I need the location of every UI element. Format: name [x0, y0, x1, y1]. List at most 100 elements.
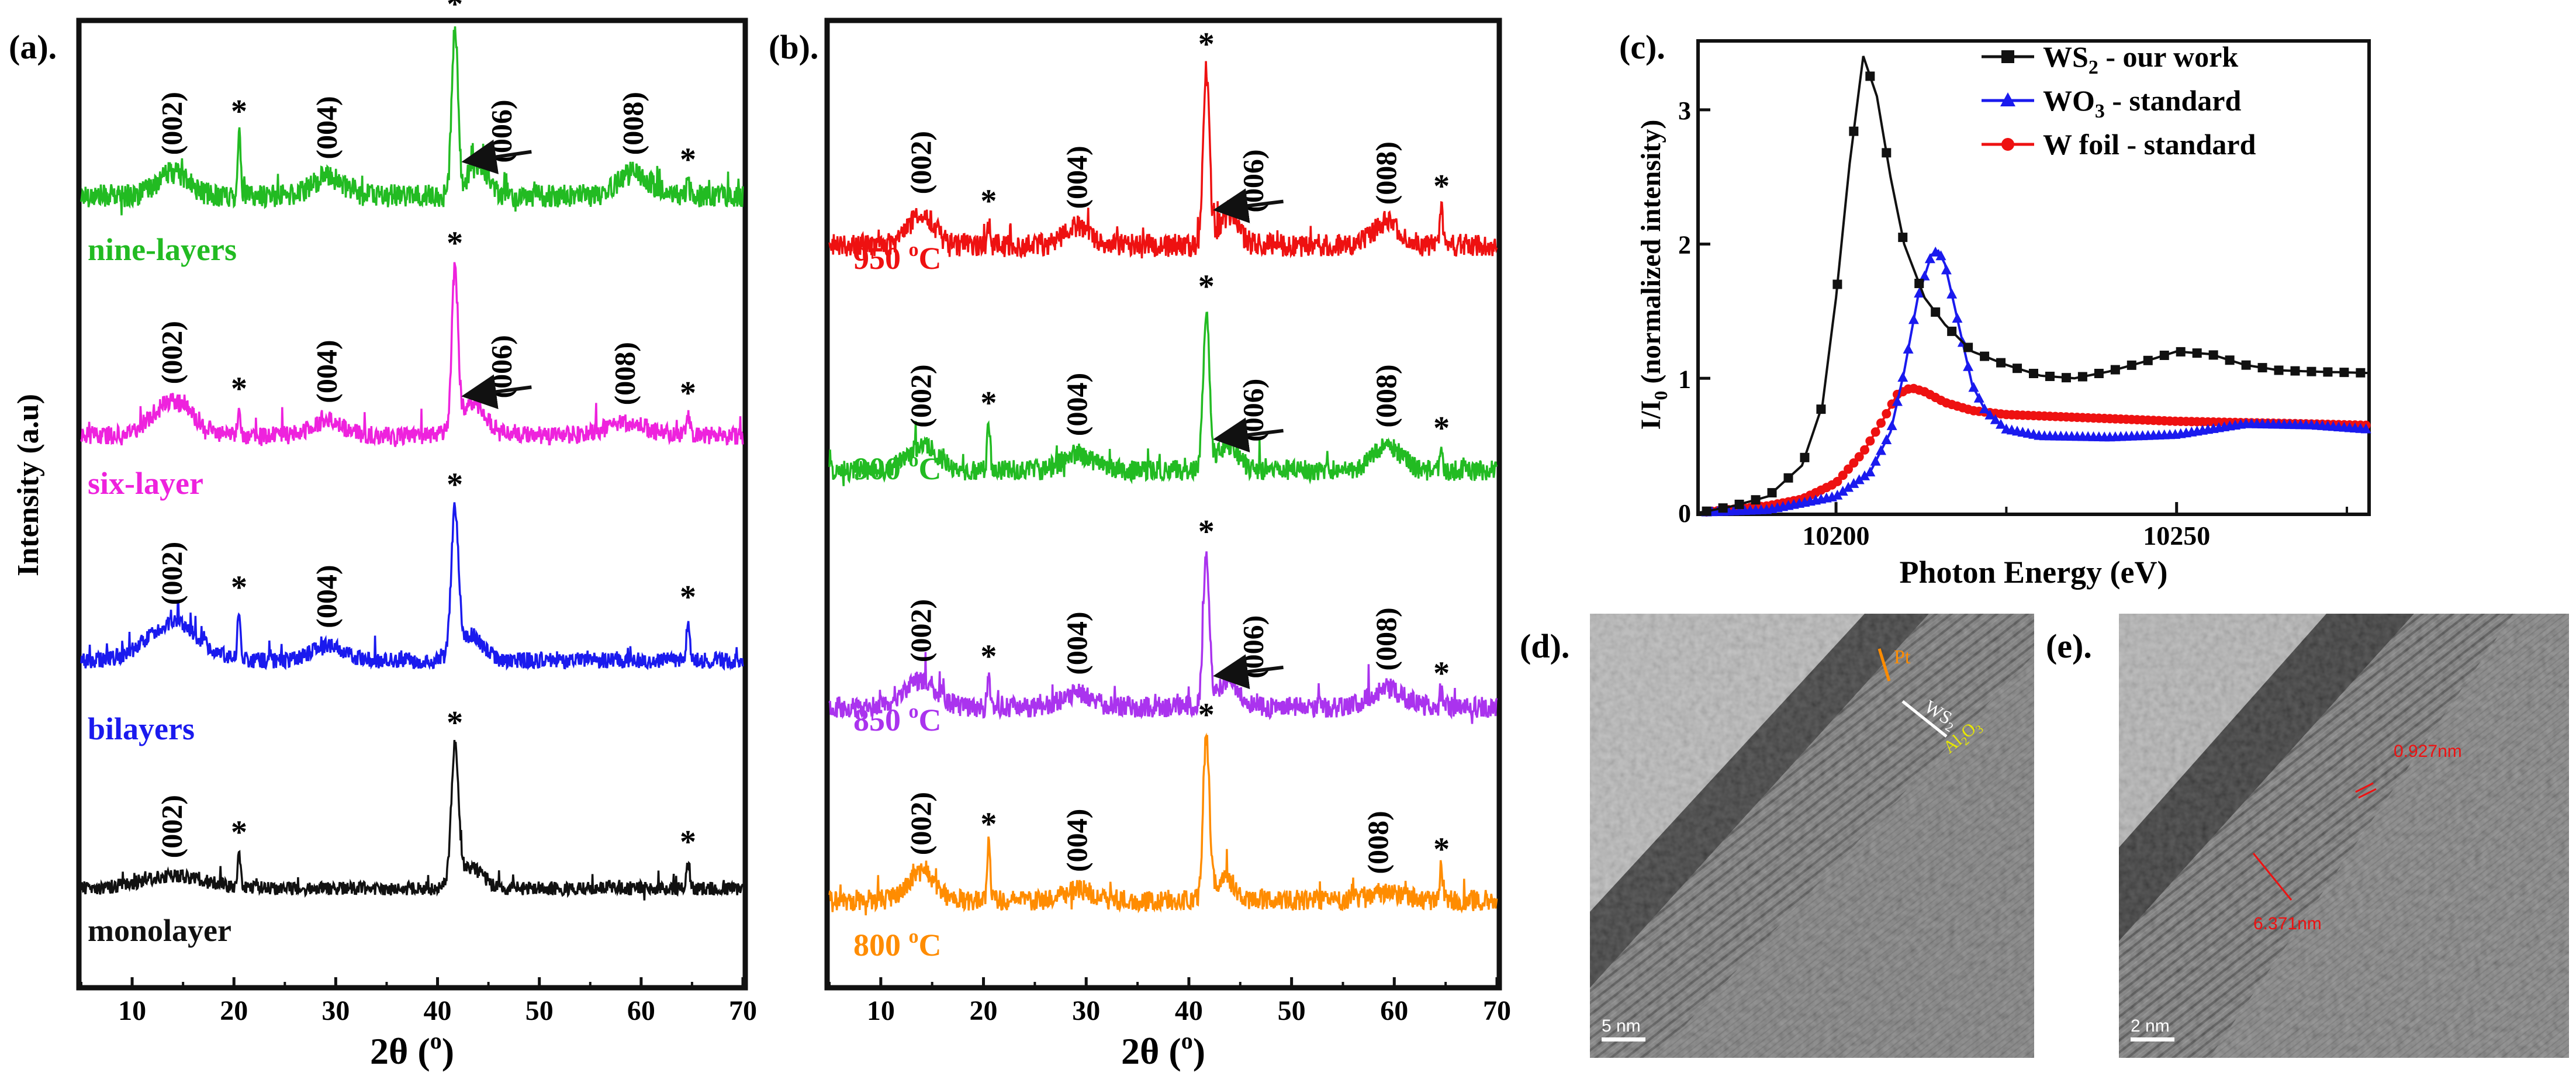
peak-label-b2-5: (008): [1370, 607, 1402, 670]
peak-arrow-a1: [461, 374, 532, 410]
peak-label-a1-5: (008): [608, 342, 641, 405]
xanes-point-1: [1848, 478, 1859, 488]
xanes-point-1: [1881, 434, 1892, 444]
peak-label-a1-0: (002): [155, 321, 188, 384]
xanes-point-0: [1783, 473, 1793, 483]
xanes-point-0: [2127, 360, 2136, 370]
pt-label: Pt: [1894, 646, 1911, 668]
x-axis-b: 10 20 30 40 50 60 70 2θ (o): [828, 977, 1511, 1072]
peak-label-a0-5: (008): [617, 92, 649, 155]
legend-marker-2: [2001, 138, 2014, 151]
xanes-point-2: [1870, 427, 1880, 437]
xanes-point-0: [2176, 347, 2186, 357]
peak-star-b1-1: *: [980, 385, 997, 421]
peak-star-a3-3: *: [680, 824, 696, 860]
xanes-point-0: [1751, 495, 1761, 505]
xanes-point-0: [2061, 373, 2071, 383]
xanes-point-0: [2143, 355, 2153, 365]
peak-star-a2-1: *: [231, 569, 247, 605]
xanes-point-0: [1931, 307, 1941, 317]
d-spacing-label-1: 0.927nm: [2394, 742, 2462, 761]
xanes-point-0: [2274, 365, 2284, 375]
legend-label-1: WO3 - standard: [2043, 84, 2241, 122]
xanes-point-0: [2339, 368, 2349, 378]
plot-c: 0 1 2 3 10200 10250 Photon Energy (eV) I/I0 (no…: [1635, 40, 2371, 590]
xanes-point-1: [1865, 466, 1876, 477]
xanes-point-0: [2356, 368, 2366, 378]
series-label-b0: 950 oC: [853, 239, 942, 276]
xtick-label-a0: 10: [118, 995, 146, 1026]
xanes-point-0: [1734, 499, 1744, 509]
xanes-point-1: [1914, 288, 1925, 298]
panel-label-c: (c).: [1619, 28, 1665, 66]
peak-star-b1-3: *: [1198, 269, 1215, 305]
ws2-arrow: [1901, 700, 1948, 738]
legend-label-2: W foil - standard: [2043, 128, 2256, 161]
xanes-point-0: [2208, 350, 2218, 360]
tem-image-e: 0.927nm 6.371nm 2 nm: [2119, 614, 2569, 1058]
xtick-label-b5: 60: [1380, 995, 1408, 1026]
xanes-point-1: [1984, 409, 1996, 420]
peak-label-b1-5: (008): [1370, 364, 1402, 427]
peak-label-b2-0: (002): [904, 599, 937, 662]
xanes-point-0: [1914, 278, 1924, 288]
peak-star-a1-6: *: [680, 375, 696, 411]
xanes-point-1: [1919, 270, 1930, 281]
xanes-point-0: [1898, 233, 1908, 243]
peak-label-b1-2: (004): [1060, 373, 1093, 436]
pt-arrow: [1877, 648, 1891, 681]
peak-star-b2-3: *: [1198, 514, 1215, 550]
ytick-label-c2: 2: [1678, 231, 1691, 259]
xanes-point-1: [1832, 489, 1843, 500]
xanes-point-1: [1963, 361, 1974, 371]
xtick-label-c1: 10250: [2143, 521, 2210, 551]
panel-label-a: (a).: [9, 28, 57, 66]
x-axis-a: 10 20 30 40 50 60 70 2θ (o) Intensity (a.u): [12, 394, 757, 1072]
xanes-point-1: [1837, 486, 1848, 496]
xanes-point-1: [1968, 382, 1979, 392]
xanes-point-1: [1924, 253, 1935, 264]
peak-label-a2-0: (002): [155, 542, 188, 605]
peak-star-b0-6: *: [1433, 168, 1450, 205]
peak-star-a2-3: *: [447, 466, 463, 503]
peak-star-a0-3: *: [447, 0, 463, 22]
series-line-b-3: [828, 732, 1498, 916]
xanes-point-0: [1865, 71, 1875, 81]
peak-star-a2-4: *: [680, 579, 696, 615]
xanes-point-1: [1908, 314, 1919, 324]
ytick-label-c1: 1: [1678, 365, 1691, 393]
series-line-a-1: [80, 262, 744, 447]
xanes-point-0: [1849, 126, 1859, 136]
peak-star-b3-3: *: [1198, 697, 1215, 733]
peak-star-b2-6: *: [1433, 655, 1450, 691]
xanes-point-0: [2225, 355, 2235, 365]
x-axis-title-c: Photon Energy (eV): [1900, 555, 2168, 590]
legend-marker-1: [2000, 92, 2015, 106]
series-line-a-3: [80, 740, 744, 901]
peak-label-b3-2: (004): [1060, 809, 1093, 872]
peak-label-b0-5: (008): [1370, 141, 1402, 205]
xanes-line-1: [1699, 249, 2368, 514]
peak-label-a0-0: (002): [155, 92, 188, 155]
panel-label-b: (b).: [769, 28, 818, 66]
xanes-line-0: [1699, 56, 2368, 514]
xanes-point-0: [1767, 488, 1777, 498]
panel-label-d: (d).: [1520, 627, 1569, 665]
peak-label-a2-2: (004): [310, 565, 343, 628]
scale-bar-label-e: 2 nm: [2131, 1016, 2170, 1036]
series-line-a-0: [80, 26, 744, 216]
series-line-b-1: [828, 312, 1498, 486]
series-label-b2: 850 oC: [853, 701, 942, 738]
xanes-point-1: [1935, 250, 1946, 261]
peak-arrow-b1: [1213, 417, 1284, 453]
xtick-label-a6: 70: [729, 995, 757, 1026]
xanes-point-1: [1859, 470, 1870, 480]
peak-star-b1-6: *: [1433, 410, 1450, 447]
peak-label-b1-0: (002): [904, 364, 937, 427]
series-label-a0: nine-layers: [88, 232, 237, 267]
y-axis-title-a: Intensity (a.u): [12, 394, 45, 576]
scale-bar-e: [2131, 1037, 2174, 1042]
x-axis-title-a: 2θ (o): [370, 1027, 454, 1072]
series-line-b-0: [828, 61, 1498, 259]
